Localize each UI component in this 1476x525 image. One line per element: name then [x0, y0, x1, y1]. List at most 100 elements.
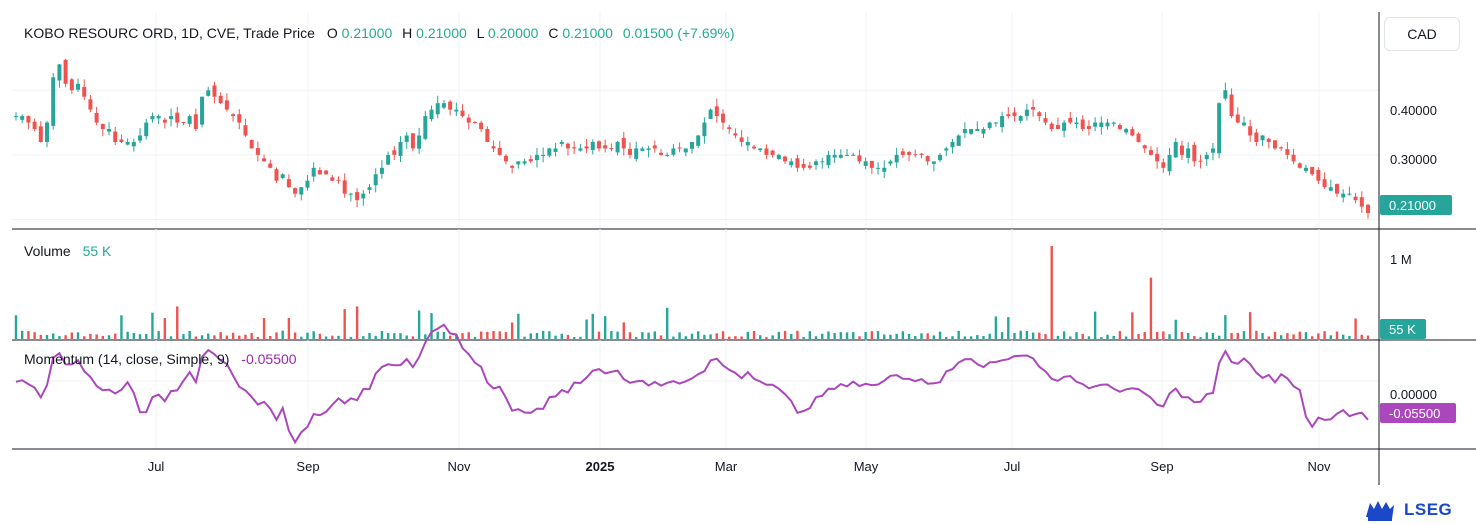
volume-bar — [1273, 331, 1277, 339]
volume-bar — [771, 335, 774, 339]
candle-body — [1018, 116, 1023, 121]
volume-bar — [1062, 331, 1066, 339]
volume-bar — [1348, 335, 1351, 339]
candle-body — [1105, 122, 1110, 127]
candle-body — [32, 121, 37, 130]
volume-bar — [188, 330, 191, 339]
volume-bar — [39, 334, 43, 339]
volume-bar — [256, 336, 260, 339]
candle-body — [38, 126, 43, 142]
volume-bar — [951, 336, 954, 339]
volume-bar — [734, 336, 737, 339]
candle-body — [764, 148, 769, 155]
volume-bar — [628, 332, 632, 339]
candle-body — [783, 156, 788, 162]
volume-bar — [1168, 334, 1171, 339]
volume-bar — [399, 333, 402, 339]
volume-bar — [52, 333, 55, 339]
candle-body — [640, 148, 645, 151]
candle-body — [404, 135, 409, 142]
candle-body — [721, 113, 726, 123]
candle-body — [1341, 193, 1346, 198]
volume-bar — [337, 335, 340, 339]
volume-bar — [839, 332, 843, 339]
candle-body — [603, 145, 608, 149]
volume-bar — [362, 336, 365, 339]
candle-body — [113, 131, 118, 142]
candle-body — [665, 154, 670, 156]
volume-bar — [678, 332, 681, 339]
candle-body — [727, 127, 732, 130]
candle-body — [1272, 140, 1277, 149]
candle-body — [1148, 150, 1153, 155]
volume-bar — [380, 331, 384, 339]
svg-text:KOBO RESOURC ORD, 1D, CVE, Tra: KOBO RESOURC ORD, 1D, CVE, Trade Price O… — [24, 25, 735, 41]
volume-bar — [988, 333, 991, 339]
volume-bar — [492, 331, 495, 339]
candle-body — [156, 116, 161, 119]
candle-body — [1167, 154, 1172, 172]
volume-bar — [963, 336, 967, 339]
candle-body — [45, 122, 50, 142]
volume-bar — [1298, 331, 1301, 339]
volume-bar — [76, 332, 80, 339]
candle-body — [76, 83, 81, 90]
svg-text:Momentum (14, close, Simple, 9: Momentum (14, close, Simple, 9) -0.05500 — [24, 351, 297, 367]
volume-bar — [157, 331, 160, 339]
candle-body — [429, 109, 434, 120]
volume-bar — [163, 318, 167, 339]
candle-body — [280, 174, 285, 178]
candle-body — [448, 101, 453, 110]
candle-body — [596, 141, 601, 149]
candle-body — [1334, 184, 1339, 194]
candle-body — [485, 128, 490, 142]
volume-label: Volume — [24, 243, 71, 259]
volume-bar — [920, 333, 923, 339]
volume-bar — [969, 336, 973, 339]
price-grid — [12, 12, 1379, 229]
volume-bar — [1174, 319, 1177, 339]
candle-body — [336, 179, 341, 181]
candle-body — [1012, 112, 1017, 117]
volume-bar — [498, 331, 501, 339]
candle-body — [950, 141, 955, 148]
candle-body — [702, 122, 707, 137]
candle-body — [1285, 149, 1290, 155]
candle-body — [714, 106, 719, 117]
candle-body — [516, 161, 521, 165]
volume-bar — [287, 317, 291, 339]
currency-button[interactable]: CAD — [1384, 17, 1460, 51]
volume-bar — [802, 337, 805, 339]
volume-bar — [467, 332, 470, 339]
volume-bar — [740, 336, 743, 339]
volume-bar — [1329, 335, 1332, 339]
volume-bar — [1124, 336, 1128, 339]
candle-body — [863, 161, 868, 166]
candle-body — [1241, 122, 1246, 126]
volume-bar — [1199, 337, 1202, 339]
candle-body — [231, 114, 236, 117]
volume-bar — [715, 333, 719, 339]
candle-body — [218, 95, 223, 104]
candle-body — [1217, 103, 1222, 154]
volume-bar — [845, 332, 849, 339]
candle-body — [634, 148, 639, 159]
candle-body — [1124, 129, 1129, 133]
volume-bar — [132, 333, 136, 339]
close-value: 0.21000 — [562, 25, 613, 41]
candle-body — [26, 116, 31, 123]
volume-bar — [603, 316, 607, 339]
candle-body — [1266, 138, 1271, 142]
candle-body — [1297, 163, 1302, 168]
candle-body — [907, 152, 912, 155]
candle-body — [1254, 132, 1259, 142]
candle-body — [572, 147, 577, 149]
volume-bar — [14, 315, 18, 339]
volume-bar — [213, 335, 216, 339]
volume-bar — [858, 336, 861, 339]
candle-body — [621, 137, 626, 149]
volume-bar — [1019, 330, 1022, 339]
x-tick-nov-2025: Nov — [1307, 459, 1331, 474]
candle-body — [1229, 94, 1234, 117]
candle-body — [993, 122, 998, 124]
